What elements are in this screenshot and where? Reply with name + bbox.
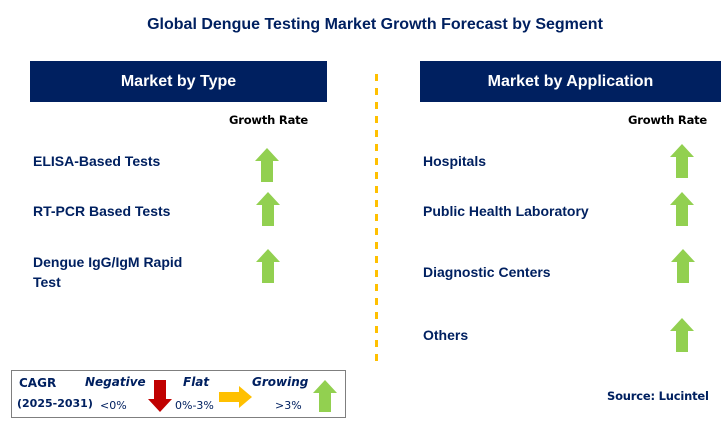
arrow-up-icon	[670, 144, 694, 178]
arrow-right-icon	[219, 386, 252, 413]
market-by-type-header: Market by Type	[30, 61, 327, 102]
application-item-others: Others	[423, 327, 469, 343]
type-item-elisa: ELISA-Based Tests	[33, 153, 161, 169]
type-item-rapid-test: Dengue IgG/IgM Rapid Test	[33, 252, 182, 292]
legend-negative-title: Negative	[85, 375, 146, 389]
type-item-rapid-test-line2: Test	[33, 274, 61, 290]
market-by-application-header: Market by Application	[420, 61, 721, 102]
legend-flat-title: Flat	[183, 375, 210, 389]
legend-cagr-label: CAGR	[19, 376, 57, 390]
application-item-diagnostic-centers: Diagnostic Centers	[423, 264, 551, 280]
arrow-up-icon	[313, 380, 337, 417]
arrow-up-icon	[256, 192, 280, 226]
application-item-public-health-lab: Public Health Laboratory	[423, 203, 589, 219]
type-item-rapid-test-line1: Dengue IgG/IgM Rapid	[33, 254, 183, 270]
type-item-rtpcr: RT-PCR Based Tests	[33, 203, 171, 219]
arrow-up-icon	[670, 318, 694, 352]
application-item-hospitals: Hospitals	[423, 153, 487, 169]
growth-rate-label-application: Growth Rate	[628, 113, 708, 127]
arrow-up-icon	[256, 249, 280, 283]
growth-rate-label-type: Growth Rate	[229, 113, 309, 127]
legend-negative-range: <0%	[100, 399, 127, 412]
source-credit: Source: Lucintel	[607, 389, 709, 403]
cagr-legend: CAGR (2025-2031) Negative <0% Flat 0%-3%…	[11, 370, 346, 418]
arrow-down-icon	[148, 380, 172, 417]
panel-divider	[375, 74, 378, 366]
page-title: Global Dengue Testing Market Growth Fore…	[147, 16, 603, 33]
arrow-up-icon	[671, 249, 695, 283]
legend-growing-title: Growing	[252, 375, 309, 389]
legend-flat-range: 0%-3%	[175, 399, 214, 412]
legend-period: (2025-2031)	[17, 397, 93, 410]
arrow-up-icon	[255, 148, 279, 182]
arrow-up-icon	[670, 192, 694, 226]
legend-growing-range: >3%	[275, 399, 302, 412]
